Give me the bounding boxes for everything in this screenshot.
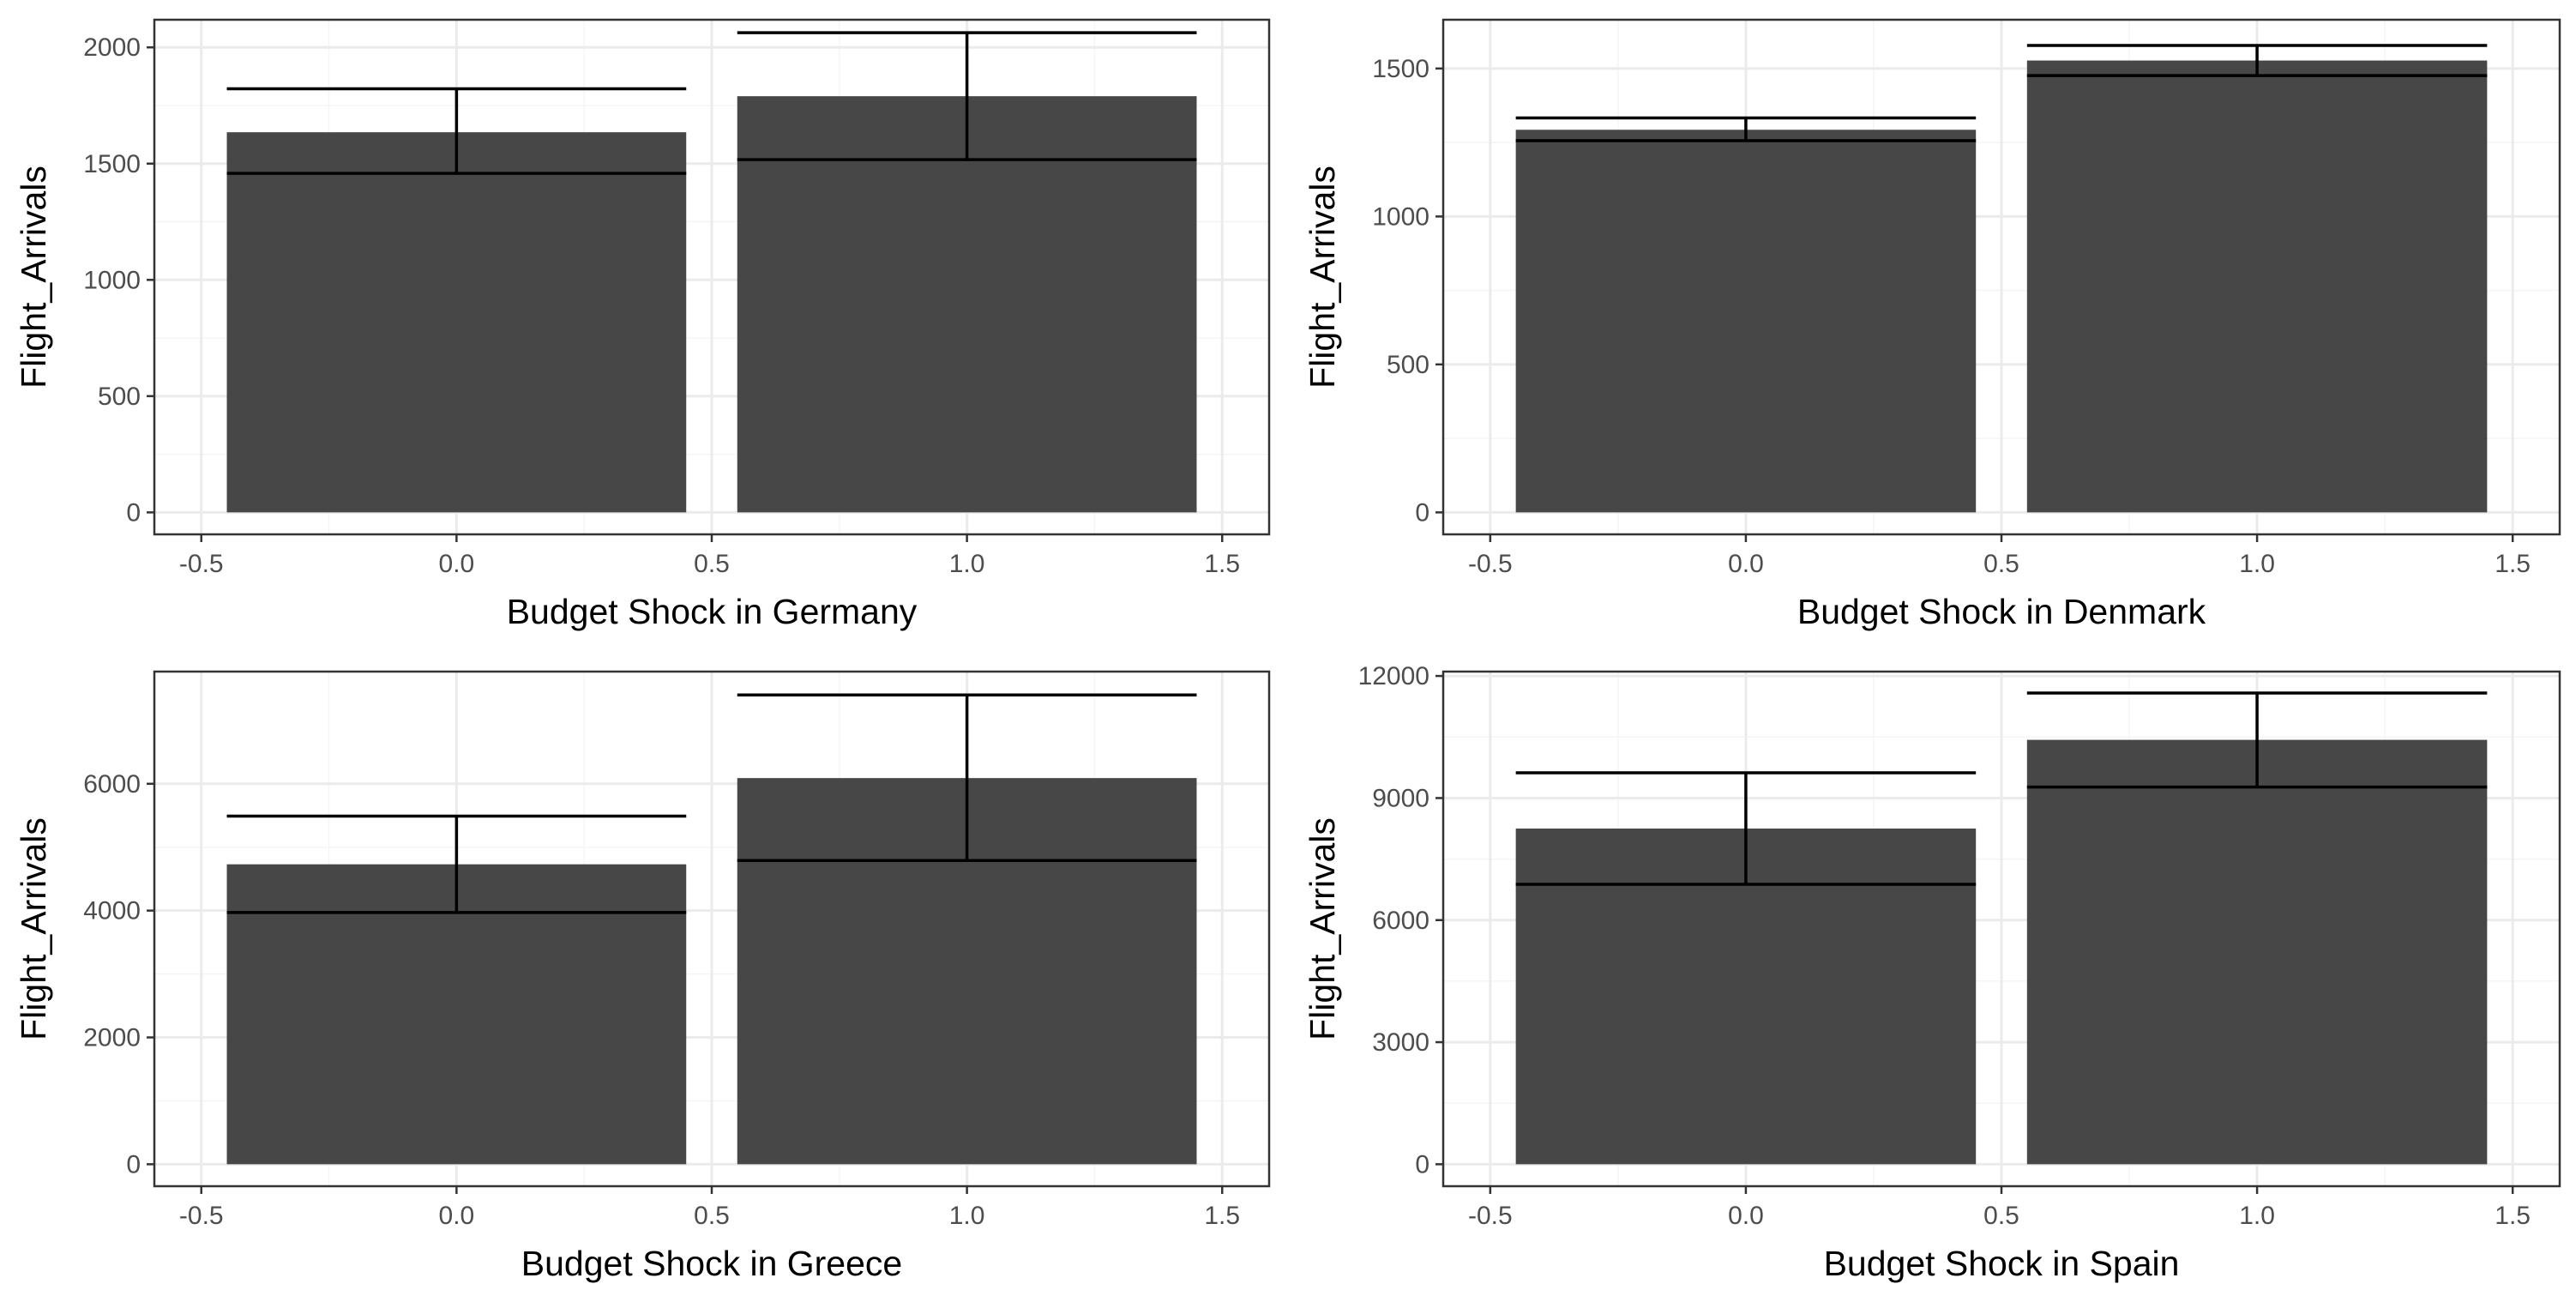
bar-1: [737, 96, 1197, 513]
bar-1: [2026, 60, 2488, 513]
x-tick-label: 0.0: [1728, 1202, 1764, 1230]
y-tick-label: 1500: [83, 150, 141, 178]
x-tick-label: 1.0: [2239, 550, 2275, 578]
y-tick-label: 0: [1415, 1150, 1429, 1178]
x-tick-label: 0.5: [694, 550, 730, 578]
y-axis-title: Flight_Arrivals: [14, 166, 53, 389]
x-tick-label: 0.5: [694, 1202, 730, 1230]
bar-0: [226, 132, 687, 513]
x-axis-title: Budget Shock in Denmark: [1797, 592, 2206, 631]
y-tick-label: 12000: [1358, 662, 1429, 690]
x-tick-label: 0.5: [1983, 550, 2019, 578]
bar-1: [2026, 739, 2488, 1165]
x-tick-label: -0.5: [179, 550, 224, 578]
x-tick-label: 1.5: [2495, 550, 2531, 578]
x-tick-label: 1.5: [1204, 1202, 1240, 1230]
y-tick-label: 1000: [1372, 202, 1429, 231]
y-tick-label: 500: [98, 383, 141, 411]
x-tick-label: 0.0: [1728, 550, 1764, 578]
x-axis-title: Budget Shock in Germany: [507, 592, 918, 631]
x-tick-label: 1.5: [1204, 550, 1240, 578]
chart-panel-4: -0.5 0.0 0.5 1.0 1.5 0 3000 6000 9000 12000 Budget…: [1303, 662, 2561, 1283]
bar-0: [1515, 130, 1977, 513]
y-tick-label: 0: [126, 498, 141, 527]
y-tick-label: 1000: [83, 266, 141, 294]
y-tick-label: 6000: [83, 770, 141, 799]
y-tick-label: 3000: [1372, 1028, 1429, 1057]
x-tick-label: 1.0: [949, 550, 985, 578]
bar-0: [226, 864, 687, 1165]
y-tick-label: 500: [1387, 351, 1429, 379]
x-tick-label: 0.0: [439, 1202, 475, 1230]
chart-panel-2: -0.5 0.0 0.5 1.0 1.5 0 500 1000 1500 Budget Shock…: [1303, 18, 2561, 631]
x-axis-title: Budget Shock in Greece: [521, 1244, 902, 1283]
chart-panel-3: -0.5 0.0 0.5 1.0 1.5 0 2000 4000 6000 Budget Shoc…: [14, 670, 1271, 1283]
x-tick-label: 1.0: [949, 1202, 985, 1230]
x-tick-label: 0.5: [1983, 1202, 2019, 1230]
x-tick-label: 0.0: [439, 550, 475, 578]
y-axis-title: Flight_Arrivals: [1303, 817, 1342, 1040]
x-tick-label: 1.5: [2495, 1202, 2531, 1230]
y-axis-title: Flight_Arrivals: [1303, 166, 1342, 389]
x-axis-title: Budget Shock in Spain: [1824, 1244, 2180, 1283]
x-tick-label: -0.5: [1468, 1202, 1513, 1230]
x-tick-label: -0.5: [179, 1202, 224, 1230]
y-tick-label: 0: [1415, 498, 1429, 527]
chart-panel-1: -0.5 0.0 0.5 1.0 1.5 0 500 1000 1500 2000 Budget S…: [14, 18, 1271, 631]
y-tick-label: 0: [126, 1150, 141, 1178]
x-tick-label: -0.5: [1468, 550, 1513, 578]
x-tick-label: 1.0: [2239, 1202, 2275, 1230]
y-tick-label: 9000: [1372, 784, 1429, 812]
y-axis-title: Flight_Arrivals: [14, 817, 53, 1040]
y-tick-label: 2000: [83, 33, 141, 62]
y-tick-label: 1500: [1372, 55, 1429, 83]
y-tick-label: 4000: [83, 897, 141, 925]
y-tick-label: 2000: [83, 1024, 141, 1052]
y-tick-label: 6000: [1372, 907, 1429, 935]
